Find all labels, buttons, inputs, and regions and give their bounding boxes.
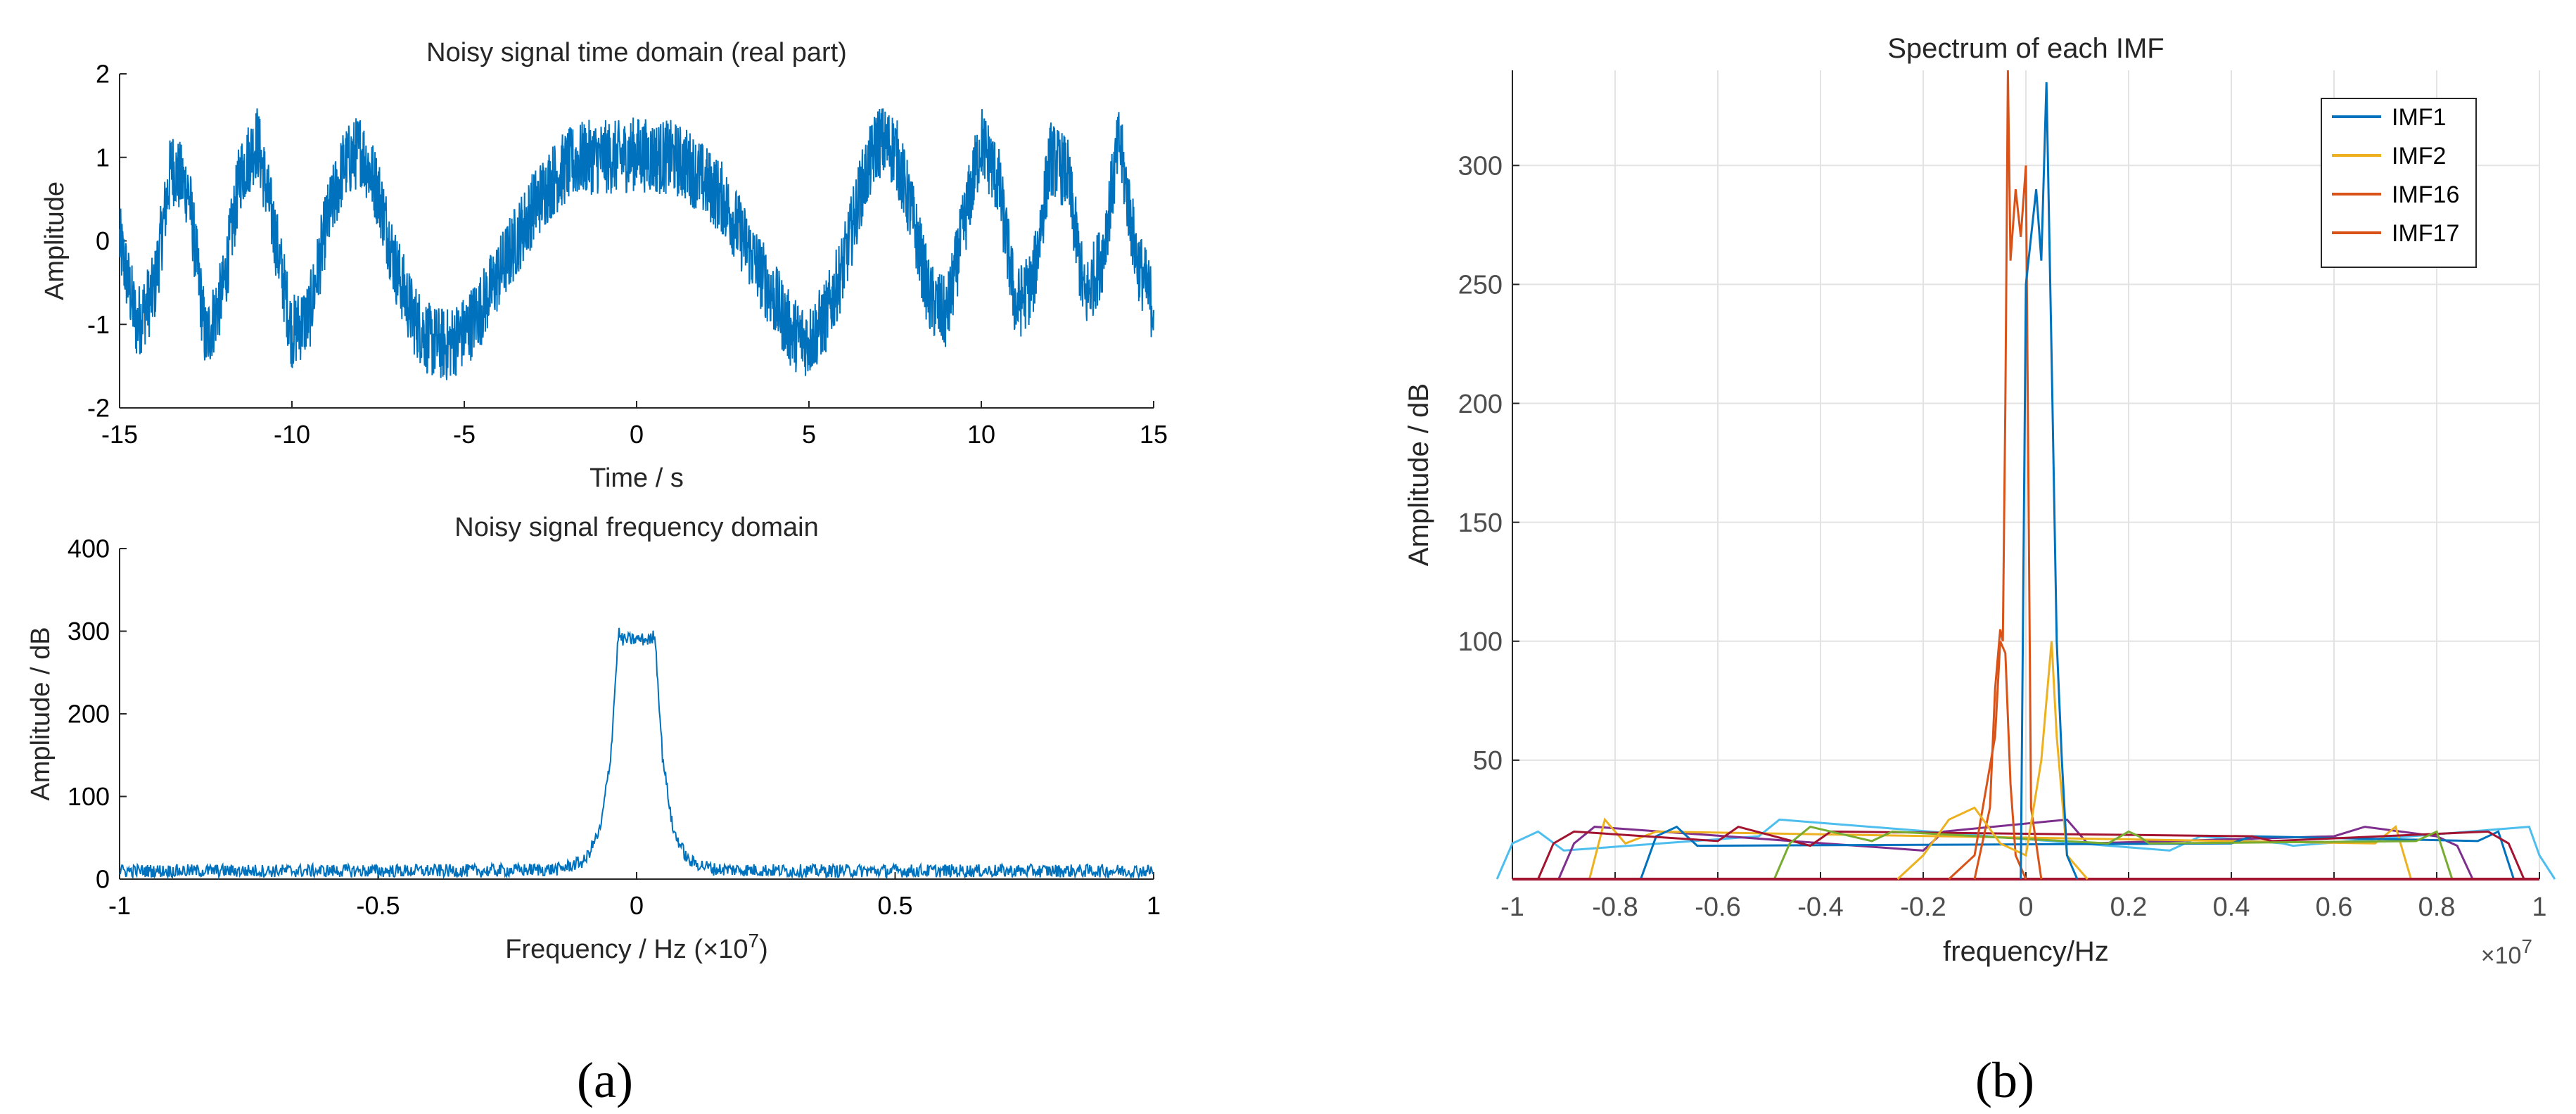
background-imf-line xyxy=(1496,818,2556,880)
background-imf-line xyxy=(1537,825,2525,880)
y-tick-label: -1 xyxy=(87,310,110,339)
series-line-imf16 xyxy=(1973,70,2043,880)
y-tick-label: 400 xyxy=(68,534,110,563)
x-tick-label: 10 xyxy=(967,420,995,449)
y-tick-label: 250 xyxy=(1458,271,1503,300)
legend-entry: IMF2 xyxy=(2392,143,2446,169)
y-tick-label: 0 xyxy=(96,226,110,255)
x-tick-label: 15 xyxy=(1140,420,1168,449)
y-tick-label: 1 xyxy=(96,143,110,172)
panel-label-a: (a) xyxy=(577,1052,633,1108)
legend: IMF1 IMF2 IMF16 IMF17 xyxy=(2321,98,2477,268)
y-tick-label: -2 xyxy=(87,394,110,423)
background-imf-line xyxy=(1557,818,2474,880)
x-axis-label: Time / s xyxy=(589,463,684,493)
imf-spectrum-plot: -1 -0.8 -0.6 -0.4 -0.2 0 0.2 0.4 0.6 0.8 150100150… xyxy=(1403,33,2556,970)
x-tick-label: 0.8 xyxy=(2418,892,2456,922)
panel-label-b: (b) xyxy=(1975,1052,2034,1108)
y-axis-label: Amplitude xyxy=(40,181,70,300)
x-multiplier-label: ×107 xyxy=(2481,935,2532,970)
x-tick-label: -0.8 xyxy=(1592,892,1638,922)
x-tick-label: -5 xyxy=(453,420,476,449)
y-tick-label: 200 xyxy=(1458,390,1503,419)
y-axis-label: Amplitude / dB xyxy=(26,627,56,800)
signal-line xyxy=(119,108,1154,380)
series-line-imf17 xyxy=(1948,641,2027,881)
y-tick-label: 200 xyxy=(68,700,110,729)
x-tick-label: 0 xyxy=(2018,892,2033,922)
x-tick-label: 0 xyxy=(630,891,644,920)
y-tick-label: 0 xyxy=(96,865,110,894)
x-tick-label: 1 xyxy=(1147,891,1161,920)
x-tick-label: -10 xyxy=(274,420,310,449)
x-axis-label: frequency/Hz xyxy=(1943,936,2109,967)
chart-title: Noisy signal frequency domain xyxy=(454,513,819,542)
y-tick-label: 50 xyxy=(1473,746,1503,776)
y-tick-label: 300 xyxy=(68,617,110,646)
x-tick-label: -15 xyxy=(101,420,138,449)
y-tick-label: 2 xyxy=(96,60,110,89)
background-imf-line xyxy=(1588,817,2412,880)
x-tick-label: 0.2 xyxy=(2110,892,2148,922)
x-tick-label: -0.5 xyxy=(356,891,400,920)
x-axis-label: Frequency / Hz (×107) xyxy=(505,930,768,965)
y-axis-label: Amplitude / dB xyxy=(1403,383,1434,566)
y-tick-label: 100 xyxy=(68,782,110,811)
x-tick-label: 0.4 xyxy=(2213,892,2250,922)
legend-entry: IMF17 xyxy=(2392,220,2459,247)
x-tick-label: -1 xyxy=(108,891,131,920)
x-tick-label: -0.6 xyxy=(1695,892,1740,922)
chart-title: Noisy signal time domain (real part) xyxy=(426,38,847,68)
chart-title: Spectrum of each IMF xyxy=(1887,33,2164,64)
legend-box xyxy=(2321,98,2477,268)
x-tick-label: -1 xyxy=(1500,892,1524,922)
x-tick-label: 0.5 xyxy=(877,891,912,920)
y-tick-label: 100 xyxy=(1458,627,1503,657)
x-tick-label: -0.2 xyxy=(1900,892,1946,922)
frequency-domain-plot: -1 -0.5 0 0.5 1 0 100 200 300 400 Noisy signal fre… xyxy=(26,513,1161,964)
series-line-imf2 xyxy=(1896,641,2089,881)
legend-entry: IMF1 xyxy=(2392,104,2446,131)
x-tick-label: 0 xyxy=(630,420,644,449)
y-tick-label: 150 xyxy=(1458,508,1503,538)
x-tick-label: 5 xyxy=(802,420,816,449)
background-imf-line xyxy=(1773,825,2454,880)
x-tick-label: 0.6 xyxy=(2316,892,2353,922)
x-tick-label: -0.4 xyxy=(1797,892,1843,922)
spectrum-line xyxy=(119,627,1154,881)
y-tick-label: 300 xyxy=(1458,152,1503,181)
legend-entry: IMF16 xyxy=(2392,181,2459,208)
series-line-imf1 xyxy=(2020,82,2079,880)
x-tick-label: 1 xyxy=(2532,892,2546,922)
